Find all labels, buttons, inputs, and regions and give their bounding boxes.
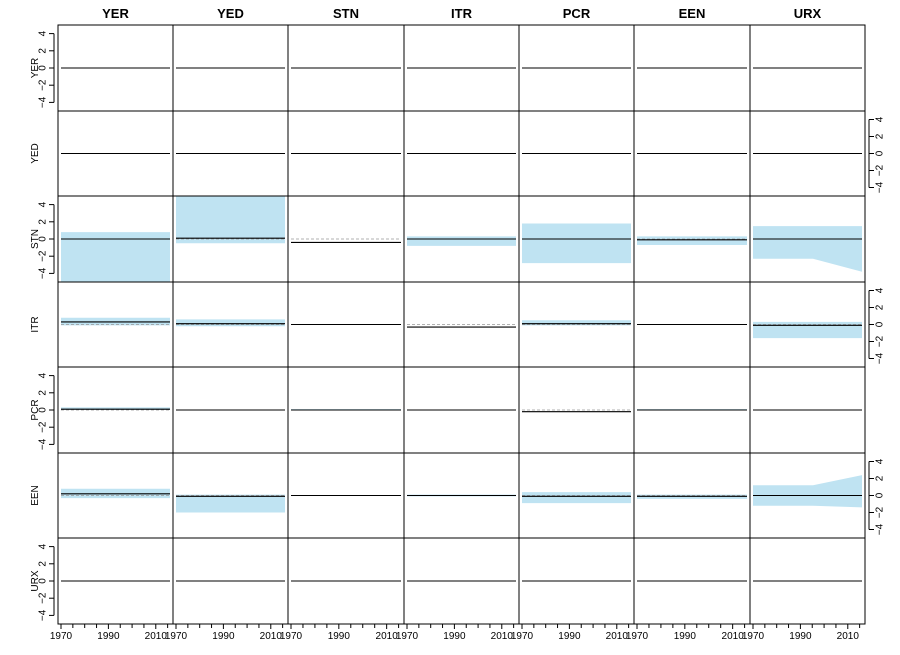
band-itr-yed (176, 319, 285, 327)
panel-frame-pcr-pcr (518, 366, 635, 454)
y-tick-label-urx-3: −2 (38, 592, 49, 604)
y-tick-label-yed-2: 0 (875, 150, 886, 156)
band-stn-yer (61, 232, 170, 282)
y-tick-label-itr-1: 2 (875, 304, 886, 310)
x-tick-label-yed-2010: 2010 (260, 631, 283, 642)
row-label-pcr: PCR (30, 399, 41, 420)
band-stn-een (637, 236, 747, 245)
column-title-stn: STN (333, 6, 359, 21)
x-tick-label-urx-1970: 1970 (742, 631, 765, 642)
y-tick-label-een-2: 0 (875, 492, 886, 498)
x-tick-label-urx-2010: 2010 (837, 631, 860, 642)
x-tick-label-pcr-1990: 1990 (558, 631, 581, 642)
x-tick-label-itr-1990: 1990 (443, 631, 466, 642)
y-tick-label-pcr-0: 4 (38, 372, 49, 378)
y-tick-label-itr-4: −4 (875, 352, 886, 364)
y-tick-label-stn-1: 2 (38, 219, 49, 225)
y-tick-label-yer-2: 0 (38, 65, 49, 71)
y-tick-label-een-0: 4 (875, 458, 886, 464)
y-tick-label-yed-0: 4 (875, 116, 886, 122)
y-tick-label-yed-1: 2 (875, 133, 886, 139)
y-tick-label-yed-3: −2 (875, 164, 886, 176)
y-tick-label-een-1: 2 (875, 475, 886, 481)
column-title-yer: YER (102, 6, 129, 21)
x-tick-label-pcr-2010: 2010 (606, 631, 629, 642)
band-een-yed (176, 494, 285, 513)
y-tick-label-urx-4: −4 (38, 609, 49, 621)
y-tick-label-pcr-4: −4 (38, 438, 49, 450)
x-tick-label-pcr-1970: 1970 (511, 631, 534, 642)
row-label-een: EEN (30, 485, 41, 506)
panel-frame-urx-urx (749, 537, 866, 625)
y-tick-label-yer-4: −4 (38, 96, 49, 108)
column-title-pcr: PCR (563, 6, 591, 21)
x-tick-label-een-1990: 1990 (674, 631, 697, 642)
column-title-itr: ITR (451, 6, 473, 21)
x-tick-label-yer-1990: 1990 (97, 631, 120, 642)
y-tick-label-yer-1: 2 (38, 48, 49, 54)
column-title-urx: URX (794, 6, 822, 21)
row-label-itr: ITR (30, 316, 41, 332)
x-tick-label-yer-1970: 1970 (50, 631, 73, 642)
band-stn-pcr (522, 223, 631, 264)
panel-frame-itr-itr (403, 281, 520, 368)
y-tick-label-een-4: −4 (875, 523, 886, 535)
y-tick-label-urx-2: 0 (38, 578, 49, 584)
x-tick-label-een-2010: 2010 (722, 631, 745, 642)
y-tick-label-pcr-1: 2 (38, 390, 49, 396)
y-tick-label-urx-0: 4 (38, 543, 49, 549)
column-title-yed: YED (217, 6, 244, 21)
row-label-stn: STN (30, 229, 41, 249)
y-tick-label-yer-3: −2 (38, 79, 49, 91)
y-tick-label-pcr-2: 0 (38, 407, 49, 413)
y-tick-label-stn-0: 4 (38, 201, 49, 207)
x-tick-label-yed-1970: 1970 (165, 631, 188, 642)
x-tick-label-urx-1990: 1990 (789, 631, 812, 642)
band-een-pcr (522, 492, 631, 504)
band-een-urx (753, 475, 862, 508)
y-tick-label-stn-4: −4 (38, 267, 49, 279)
x-tick-label-itr-2010: 2010 (491, 631, 514, 642)
y-tick-label-een-3: −2 (875, 506, 886, 518)
band-itr-urx (753, 321, 862, 339)
row-label-yed: YED (30, 143, 41, 164)
row-label-urx: URX (30, 570, 41, 591)
x-tick-label-stn-1970: 1970 (280, 631, 303, 642)
x-tick-label-stn-2010: 2010 (376, 631, 399, 642)
band-stn-itr (407, 236, 516, 246)
band-stn-yed (176, 196, 285, 244)
x-tick-label-yer-2010: 2010 (145, 631, 168, 642)
y-tick-label-itr-2: 0 (875, 321, 886, 327)
band-stn-urx (753, 226, 862, 272)
y-tick-label-pcr-3: −2 (38, 421, 49, 433)
row-label-yer: YER (30, 58, 41, 79)
y-tick-label-urx-1: 2 (38, 561, 49, 567)
y-tick-label-yed-4: −4 (875, 181, 886, 193)
x-tick-label-stn-1990: 1990 (328, 631, 351, 642)
column-title-een: EEN (679, 6, 706, 21)
y-tick-label-itr-0: 4 (875, 287, 886, 293)
y-tick-label-yer-0: 4 (38, 30, 49, 36)
y-tick-label-stn-2: 0 (38, 236, 49, 242)
x-tick-label-een-1970: 1970 (626, 631, 649, 642)
y-tick-label-stn-3: −2 (38, 250, 49, 262)
x-tick-label-itr-1970: 1970 (396, 631, 419, 642)
y-tick-label-itr-3: −2 (875, 335, 886, 347)
x-tick-label-yed-1990: 1990 (212, 631, 235, 642)
